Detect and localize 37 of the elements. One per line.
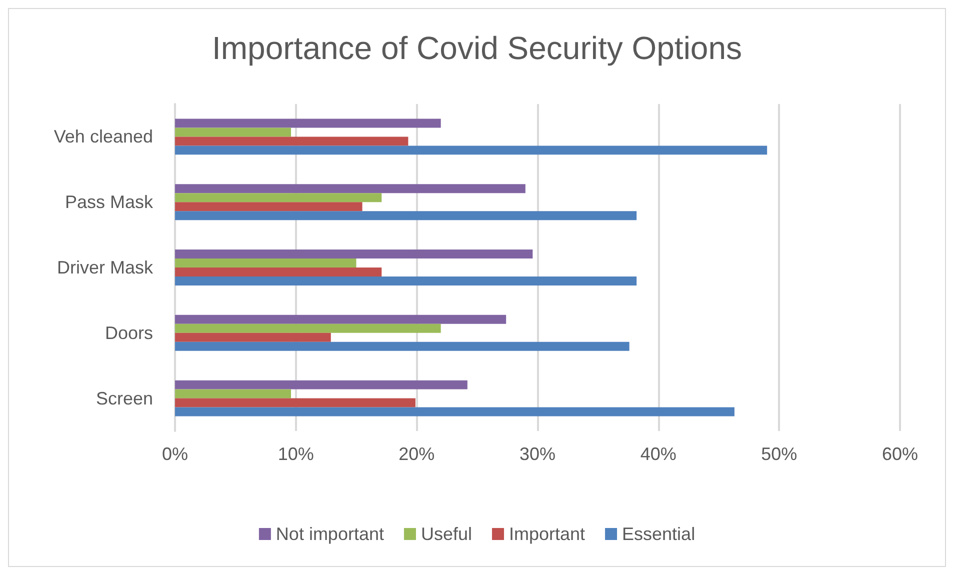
bar (175, 193, 382, 202)
bar (175, 332, 331, 342)
legend-label: Essential (622, 524, 696, 544)
bar (175, 398, 416, 408)
bar (175, 314, 506, 324)
bar (175, 258, 356, 268)
x-tick-label: 50% (761, 444, 798, 464)
bar (175, 276, 637, 286)
bar (175, 118, 441, 128)
legend-label: Not important (276, 524, 384, 544)
bar (175, 324, 441, 333)
bar (175, 146, 768, 155)
x-tick-label: 10% (278, 444, 314, 464)
bar (175, 211, 637, 220)
chart-title: Importance of Covid Security Options (212, 30, 742, 66)
y-tick-label: Driver Mask (56, 258, 154, 278)
legend-label: Useful (420, 524, 472, 544)
x-tick-label: 0% (162, 444, 188, 464)
y-tick-label: Veh cleaned (54, 126, 153, 147)
bar (175, 389, 291, 398)
bar (175, 136, 408, 146)
x-tick-label: 40% (640, 444, 676, 464)
bar (175, 407, 734, 416)
y-tick-label: Screen (96, 388, 153, 408)
x-tick-label: 30% (519, 444, 556, 464)
bar (175, 380, 468, 390)
y-tick-label: Pass Mask (64, 192, 154, 212)
x-tick-label: 60% (882, 444, 918, 464)
bar (175, 202, 362, 212)
x-tick-label: 20% (398, 444, 435, 464)
bar (175, 268, 382, 276)
bar (175, 250, 533, 259)
bar (175, 342, 630, 351)
y-tick-label: Doors (104, 322, 153, 343)
bar (175, 184, 526, 194)
legend-label: Important (508, 524, 586, 544)
bar (175, 128, 291, 137)
